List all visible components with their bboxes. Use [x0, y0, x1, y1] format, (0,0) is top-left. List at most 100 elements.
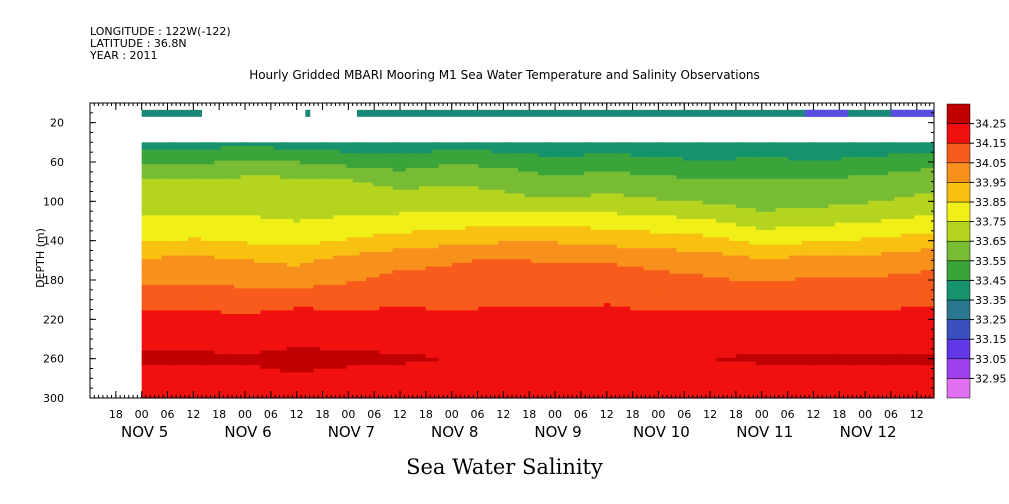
heatmap-cell: [478, 310, 486, 315]
heatmap-cell: [201, 156, 209, 162]
heatmap-cell: [207, 332, 215, 337]
heatmap-cell: [141, 248, 149, 253]
heatmap-cell: [478, 153, 486, 158]
heatmap-cell: [161, 262, 169, 268]
heatmap-cell: [570, 387, 579, 392]
heatmap-cell: [564, 328, 572, 333]
heatmap-cell: [557, 244, 565, 249]
heatmap-cell: [445, 324, 453, 330]
heatmap-cell: [293, 372, 301, 377]
heatmap-cell: [333, 237, 341, 242]
heatmap-cell: [187, 171, 196, 176]
heatmap-cell: [379, 226, 387, 231]
heatmap-cell: [577, 379, 585, 384]
heatmap-cell: [418, 314, 427, 319]
heatmap-cell: [366, 244, 374, 249]
heatmap-cell: [564, 262, 572, 268]
heatmap-cell: [570, 324, 579, 330]
heatmap-cell: [531, 343, 539, 348]
heatmap-cell: [267, 229, 275, 235]
heatmap-cell: [438, 335, 446, 341]
heatmap-cell: [220, 160, 229, 165]
heatmap-cell: [465, 383, 473, 388]
heatmap-cell: [260, 229, 268, 235]
heatmap-cell: [504, 259, 513, 264]
heatmap-cell: [194, 211, 202, 216]
heatmap-cell: [379, 219, 387, 224]
heatmap-cell: [141, 255, 149, 260]
heatmap-cell: [181, 343, 189, 348]
heatmap-cell: [260, 394, 268, 399]
heatmap-cell: [181, 208, 189, 213]
heatmap-cell: [181, 189, 189, 195]
heatmap-cell: [300, 306, 308, 311]
heatmap-cell: [524, 251, 532, 257]
heatmap-cell: [366, 343, 374, 348]
heatmap-cell: [551, 244, 559, 249]
heatmap-cell: [597, 328, 605, 333]
heatmap-cell: [445, 215, 453, 220]
heatmap-cell: [214, 160, 222, 165]
heatmap-cell: [432, 197, 440, 202]
heatmap-cell: [498, 219, 506, 224]
heatmap-cell: [551, 284, 559, 290]
heatmap-cell: [247, 372, 255, 377]
heatmap-cell: [148, 361, 156, 366]
heatmap-cell: [240, 186, 248, 191]
heatmap-cell: [240, 346, 248, 352]
heatmap-cell: [366, 182, 374, 187]
heatmap-cell: [220, 306, 229, 311]
heatmap-cell: [227, 339, 235, 344]
heatmap-cell: [392, 314, 400, 319]
heatmap-cell: [227, 189, 235, 195]
heatmap-cell: [300, 365, 308, 370]
heatmap-cell: [154, 142, 163, 147]
heatmap-cell: [174, 346, 182, 352]
heatmap-cell: [346, 193, 354, 198]
heatmap-cell: [300, 376, 308, 381]
heatmap-cell: [445, 273, 453, 279]
heatmap-cell: [392, 346, 400, 352]
heatmap-cell: [300, 251, 308, 257]
heatmap-cell: [485, 303, 493, 308]
heatmap-cell: [385, 281, 394, 286]
heatmap-cell: [220, 390, 229, 395]
heatmap-cell: [399, 324, 407, 330]
heatmap-cell: [333, 262, 341, 268]
heatmap-cell: [300, 328, 308, 333]
heatmap-cell: [458, 365, 466, 370]
heatmap-cell: [531, 189, 539, 195]
heatmap-cell: [207, 149, 215, 154]
heatmap-cell: [359, 229, 367, 235]
heatmap-cell: [247, 164, 255, 169]
heatmap-cell: [273, 219, 281, 224]
heatmap-cell: [418, 160, 427, 165]
heatmap-cell: [445, 186, 453, 191]
heatmap-cell: [194, 306, 202, 311]
heatmap-cell: [418, 299, 427, 304]
heatmap-cell: [168, 273, 176, 279]
heatmap-cell: [313, 197, 321, 202]
heatmap-cell: [511, 153, 519, 158]
heatmap-cell: [372, 365, 380, 370]
heatmap-cell: [399, 383, 407, 388]
heatmap-cell: [207, 390, 215, 395]
heatmap-cell: [557, 160, 565, 165]
heatmap-cell: [207, 365, 215, 370]
heatmap-cell: [168, 219, 176, 224]
heatmap-cell: [445, 171, 453, 176]
heatmap-cell: [319, 167, 328, 173]
heatmap-cell: [352, 368, 361, 374]
heatmap-cell: [504, 310, 513, 315]
heatmap-cell: [181, 328, 189, 333]
heatmap-cell: [359, 299, 367, 304]
heatmap-cell: [491, 215, 499, 220]
heatmap-cell: [154, 255, 163, 260]
heatmap-cell: [220, 175, 229, 180]
heatmap-cell: [240, 361, 248, 366]
heatmap-cell: [181, 153, 189, 158]
heatmap-cell: [174, 142, 182, 147]
heatmap-cell: [425, 145, 433, 151]
heatmap-cell: [452, 248, 460, 253]
heatmap-cell: [306, 259, 314, 264]
